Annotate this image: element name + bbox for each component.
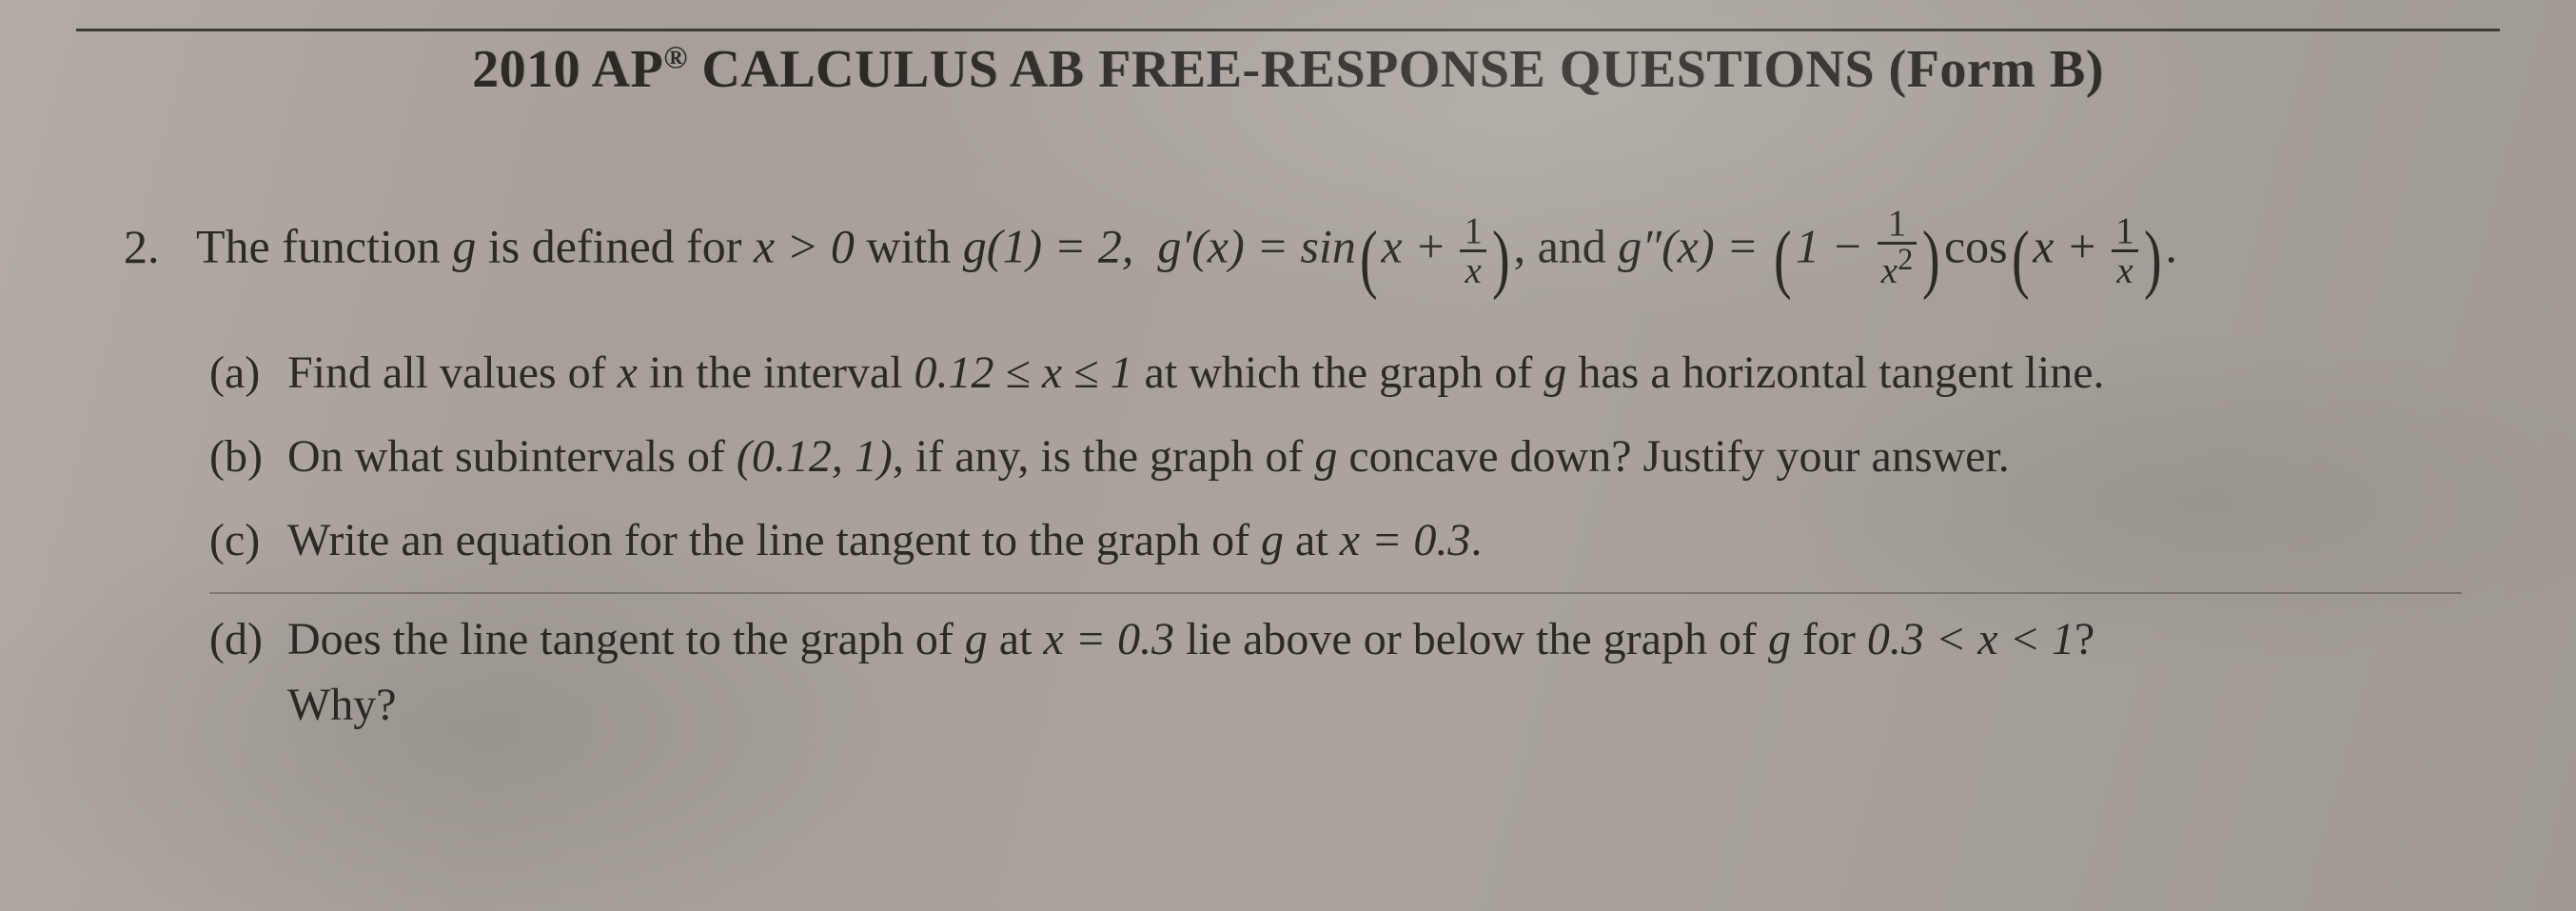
part-c-label: (c) <box>209 508 272 573</box>
page-title: 2010 AP® CALCULUS AB FREE-RESPONSE QUEST… <box>76 39 2500 100</box>
frac3-num: 1 <box>2112 212 2138 252</box>
stem-text-d: , and <box>1514 220 1619 273</box>
show-through-text <box>114 105 2462 149</box>
pd-t1: Does the line tangent to the graph of <box>287 614 965 664</box>
frac2-den-x: x <box>1881 250 1898 291</box>
inside3: x + <box>2033 220 2110 273</box>
stem-text: The function g is defined for x > 0 with… <box>196 205 2177 310</box>
title-course: AP <box>592 40 664 99</box>
exam-page: 2010 AP® CALCULUS AB FREE-RESPONSE QUEST… <box>0 0 2576 911</box>
frac-2: 1x2 <box>1878 205 1917 289</box>
stem-eq1: g(1) = 2, <box>963 220 1134 273</box>
lparen-3: ( <box>2012 208 2030 310</box>
frac3-den: x <box>2112 252 2138 289</box>
pc-eq: x = 0.3 <box>1340 515 1471 565</box>
question-stem: 2. The function g is defined for x > 0 w… <box>124 205 2462 310</box>
title-rest: CALCULUS AB FREE-RESPONSE QUESTIONS (For… <box>701 40 2104 99</box>
question-block: 2. The function g is defined for x > 0 w… <box>76 205 2500 738</box>
pd-rng: 0.3 < x < 1 <box>1867 614 2075 664</box>
pa-t1: Find all values of <box>287 347 618 398</box>
frac1-den: x <box>1460 252 1486 289</box>
frac-1: 1x <box>1460 212 1486 289</box>
pc-g: g <box>1261 515 1284 565</box>
pa-iv: 0.12 ≤ x ≤ 1 <box>914 347 1133 398</box>
question-number: 2. <box>124 215 179 280</box>
pb-t3: concave down? Justify your answer. <box>1337 431 2009 482</box>
pc-t2: at <box>1284 515 1340 565</box>
lparen-2: ( <box>1774 208 1792 310</box>
pd-eq: x = 0.3 <box>1043 614 1174 664</box>
stem-text-c: with <box>855 220 963 273</box>
pa-t2: in the interval <box>638 347 914 398</box>
pb-t2: , if any, is the graph of <box>893 431 1314 482</box>
title-registered: ® <box>663 40 688 75</box>
part-d: (d) Does the line tangent to the graph o… <box>209 607 2462 737</box>
part-b-text: On what subintervals of (0.12, 1), if an… <box>287 425 2010 489</box>
stem-text-a: The function <box>196 220 452 273</box>
part-d-text: Does the line tangent to the graph of g … <box>287 607 2094 737</box>
pa-t3: at which the graph of <box>1133 347 1544 398</box>
stem-text-b: is defined for <box>476 220 754 273</box>
pb-g: g <box>1314 431 1337 482</box>
top-horizontal-rule <box>76 29 2500 31</box>
inside1: x + <box>1382 220 1459 273</box>
pc-t3: . <box>1470 515 1482 565</box>
part-b: (b) On what subintervals of (0.12, 1), i… <box>209 425 2462 489</box>
stem-period: . <box>2165 220 2177 273</box>
pd-t5: ? <box>2075 614 2094 664</box>
part-a-label: (a) <box>209 341 272 406</box>
part-d-label: (d) <box>209 607 272 672</box>
pc-t1: Write an equation for the line tangent t… <box>287 515 1261 565</box>
stem-eq2: g′(x) = sin <box>1157 220 1356 273</box>
pd-t2: at <box>988 614 1044 664</box>
pb-t1: On what subintervals of <box>287 431 737 482</box>
rparen-1: ) <box>1492 208 1510 310</box>
cos-text: cos <box>1944 220 2008 273</box>
frac2-num: 1 <box>1878 205 1917 245</box>
stem-g: g <box>452 220 476 273</box>
inside2: 1 − <box>1796 220 1876 273</box>
frac-3: 1x <box>2112 212 2138 289</box>
frac2-den: x2 <box>1878 245 1917 289</box>
stem-cond: x > 0 <box>754 220 855 273</box>
lparen-1: ( <box>1360 208 1378 310</box>
pd-t4: for <box>1791 614 1867 664</box>
pd-why: Why? <box>287 680 397 730</box>
pa-t4: has a horizontal tangent line. <box>1566 347 2104 398</box>
parts-list: (a) Find all values of x in the interval… <box>209 341 2462 738</box>
rparen-3: ) <box>2144 208 2162 310</box>
pa-x: x <box>618 347 638 398</box>
frac1-num: 1 <box>1460 212 1486 252</box>
part-a-text: Find all values of x in the interval 0.1… <box>287 341 2105 406</box>
faint-rule <box>209 592 2462 594</box>
pd-t3: lie above or below the graph of <box>1174 614 1768 664</box>
part-a: (a) Find all values of x in the interval… <box>209 341 2462 406</box>
rparen-2: ) <box>1922 208 1940 310</box>
part-c-text: Write an equation for the line tangent t… <box>287 508 1482 573</box>
pd-g: g <box>965 614 988 664</box>
pd-g2: g <box>1768 614 1791 664</box>
pb-iv: (0.12, 1) <box>737 431 893 482</box>
part-c: (c) Write an equation for the line tange… <box>209 508 2462 573</box>
title-year: 2010 <box>472 40 580 99</box>
frac2-den-exp: 2 <box>1898 243 1913 277</box>
stem-eq3: g″(x) = <box>1618 220 1770 273</box>
pa-g: g <box>1544 347 1566 398</box>
part-b-label: (b) <box>209 425 272 489</box>
